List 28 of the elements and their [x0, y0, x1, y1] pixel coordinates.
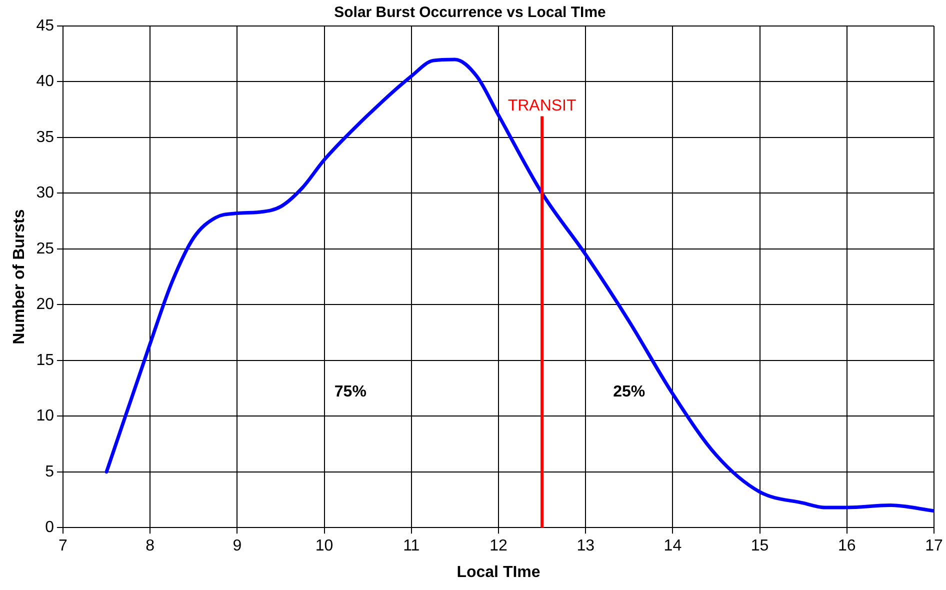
y-tick-label: 25: [36, 240, 54, 258]
x-tick-label: 12: [490, 538, 508, 555]
x-tick-label: 10: [315, 538, 334, 555]
annotation: 75%: [334, 384, 366, 401]
x-tick-label: 15: [750, 538, 769, 555]
ref-line-label: TRANSIT: [508, 98, 576, 115]
y-tick-label: 35: [36, 128, 54, 146]
y-tick-label: 30: [36, 184, 54, 202]
y-axis-title: Number of Bursts: [11, 209, 28, 344]
y-tick-label: 40: [36, 73, 54, 90]
x-tick-label: 16: [838, 538, 856, 555]
x-tick-label: 7: [58, 538, 68, 555]
x-tick-label: 17: [925, 538, 943, 555]
y-tick-label: 15: [36, 352, 54, 369]
y-tick-label: 45: [36, 17, 54, 34]
y-tick-label: 20: [36, 296, 54, 314]
y-tick-label: 5: [45, 463, 54, 480]
line-series: [104, 58, 934, 513]
annotation: 25%: [613, 384, 646, 401]
x-tick-label: 8: [146, 538, 155, 555]
x-tick-label: 13: [576, 538, 595, 555]
x-tick-label: 9: [232, 538, 242, 555]
y-tick-label: 10: [36, 408, 54, 425]
x-axis-title: Local TIme: [456, 564, 540, 581]
chart-title: Solar Burst Occurrence vs Local TIme: [334, 4, 606, 22]
x-tick-label: 14: [664, 538, 682, 555]
y-tick-label: 0: [45, 519, 54, 536]
x-tick-label: 11: [403, 538, 420, 555]
